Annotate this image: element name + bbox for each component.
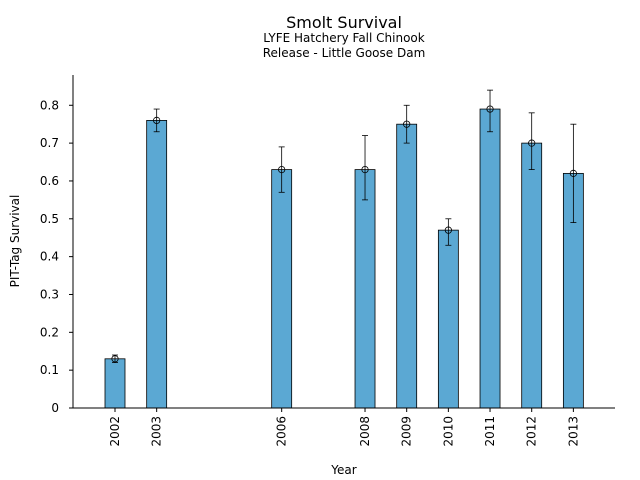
x-tick-label-2011: 2011 [483, 416, 497, 447]
error-bar-2009 [403, 104, 411, 144]
x-tick-label-2012: 2012 [525, 416, 539, 447]
point-marker-2012 [528, 139, 536, 147]
x-tick-label-2010: 2010 [441, 416, 455, 447]
error-bar-2010 [444, 218, 452, 246]
x-axis-label: Year [330, 463, 356, 477]
y-tick-label-0.7: 0.7 [40, 136, 59, 150]
x-tick-label-2009: 2009 [400, 416, 414, 447]
error-bar-2013 [569, 123, 577, 223]
bar-2008 [354, 169, 376, 409]
y-tick-label-0.4: 0.4 [40, 250, 59, 264]
y-tick-label-0: 0 [51, 401, 59, 415]
point-marker-2008 [361, 166, 369, 174]
point-marker-2009 [403, 120, 411, 128]
x-tick-label-2008: 2008 [358, 416, 372, 447]
x-ticks-layer: 2002 2003 2006 2008 2009 2010 2011 2012 2013 [108, 408, 580, 447]
bar-2003 [146, 120, 168, 409]
y-axis-label: PIT-Tag Survival [8, 195, 22, 288]
error-bar-2002 [111, 354, 119, 363]
bar-2006 [271, 169, 293, 409]
point-marker-2006 [278, 166, 286, 174]
chart-subtitle-line-1: LYFE Hatchery Fall Chinook [263, 31, 424, 45]
error-bar-2011 [486, 89, 494, 133]
error-bar-2003 [153, 108, 161, 133]
bar-2009 [396, 123, 418, 409]
bar-2011 [479, 108, 501, 409]
bars-layer [104, 108, 584, 409]
y-tick-label-0.6: 0.6 [40, 174, 59, 188]
point-marker-2013 [569, 169, 577, 177]
chart-subtitle-line-2: Release - Little Goose Dam [263, 46, 426, 60]
y-tick-label-0.5: 0.5 [40, 212, 59, 226]
x-tick-label-2002: 2002 [108, 416, 122, 447]
point-marker-2003 [153, 116, 161, 125]
y-tick-label-0.3: 0.3 [40, 287, 59, 301]
x-tick-label-2003: 2003 [150, 416, 164, 447]
y-tick-label-0.8: 0.8 [40, 98, 59, 112]
chart-title: Smolt Survival [286, 13, 402, 32]
point-marker-2010 [444, 226, 452, 234]
y-tick-label-0.2: 0.2 [40, 325, 59, 339]
point-marker-2002 [111, 355, 119, 363]
error-bar-2006 [278, 146, 286, 193]
x-tick-label-2006: 2006 [275, 416, 289, 447]
y-tick-label-0.1: 0.1 [40, 363, 59, 377]
error-bars-layer [111, 89, 577, 363]
bar-2002 [104, 358, 126, 409]
bar-2010 [437, 229, 459, 409]
error-bar-2012 [528, 112, 536, 171]
bar-2012 [521, 142, 543, 409]
x-tick-label-2013: 2013 [566, 416, 580, 447]
y-ticks-layer: 0 0.1 0.2 0.3 0.4 0.5 0.6 0.7 0.8 [40, 98, 73, 415]
error-bar-2008 [361, 135, 369, 201]
point-marker-2011 [486, 105, 494, 113]
